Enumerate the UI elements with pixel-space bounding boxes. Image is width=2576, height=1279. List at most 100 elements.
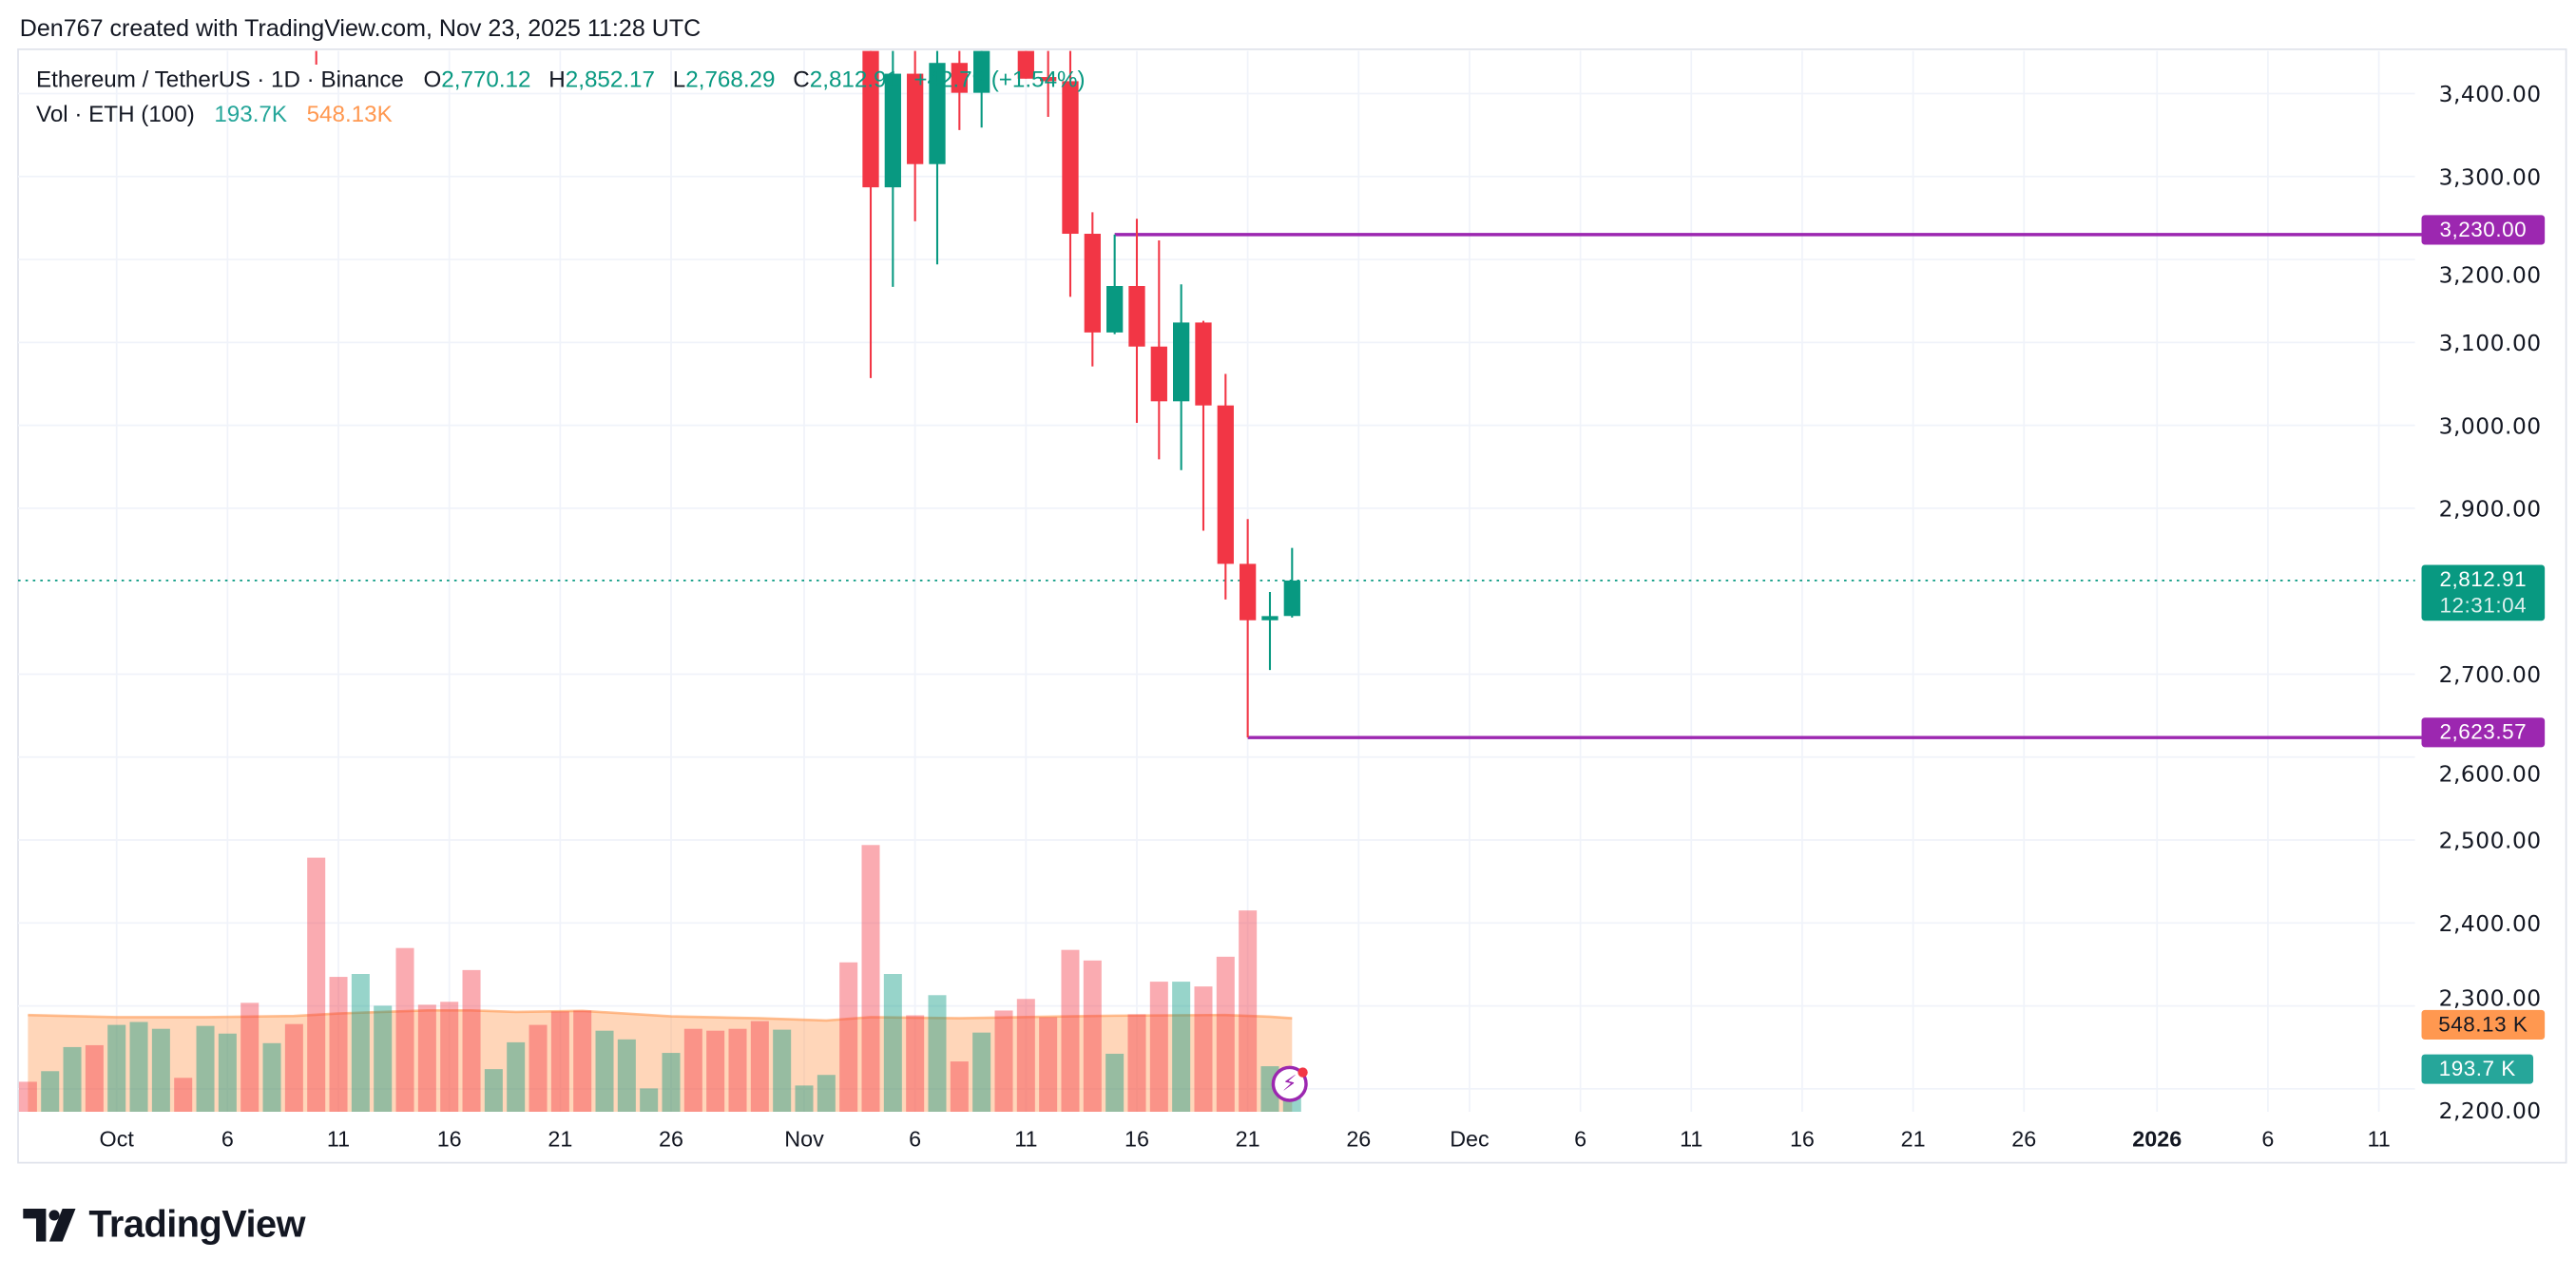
low-label: L [672, 66, 686, 92]
bar-countdown: 12:31:04 [2439, 592, 2528, 618]
brand-name: TradingView [88, 1202, 306, 1246]
price-axis-label: 2,300.00 [2439, 985, 2542, 1012]
candle [862, 50, 879, 378]
time-axis-label: 11 [1680, 1126, 1702, 1151]
candle [1195, 320, 1212, 531]
time-axis-label: 6 [909, 1126, 921, 1151]
candle [1283, 547, 1300, 618]
close-value: 2,812.91 [809, 66, 899, 92]
candle-body [1283, 580, 1300, 617]
candle [884, 50, 901, 287]
symbol-title[interactable]: Ethereum / TetherUS · 1D · Binance [36, 66, 404, 92]
volume-bar [417, 1004, 436, 1113]
volume-bar [440, 1002, 459, 1113]
price-axis[interactable]: 3,400.00 3,300.00 3,200.00 3,100.00 3,000.00… [2439, 81, 2542, 1124]
time-axis-label: Nov [784, 1126, 824, 1151]
volume-ma-value: 548.13K [306, 100, 393, 127]
price-axis-label: 2,200.00 [2439, 1098, 2542, 1124]
volume-badge: 193.7 K [2421, 1054, 2534, 1084]
candle-body [1128, 286, 1145, 347]
candle-body [1040, 77, 1057, 82]
volume-ma-line [28, 1008, 1293, 1022]
volume-bar [728, 1028, 747, 1113]
volume-bar [1239, 910, 1258, 1113]
volume-bar [151, 1028, 170, 1113]
price-axis-label: 2,500.00 [2439, 828, 2542, 854]
candle [1173, 284, 1190, 470]
time-axis-label: 16 [437, 1126, 462, 1151]
candle [1062, 50, 1079, 297]
volume-bar [595, 1030, 614, 1113]
candle-body [1150, 346, 1167, 402]
time-axis-label: Oct [100, 1126, 135, 1151]
chart-frame [17, 48, 2567, 1164]
volume-bar [706, 1030, 725, 1113]
candle [973, 50, 990, 128]
volume-bar [1194, 986, 1213, 1113]
price-axis-label: 2,700.00 [2439, 661, 2542, 688]
price-axis-label: 3,000.00 [2439, 412, 2542, 439]
volume-indicator-title[interactable]: Vol · ETH (100) [36, 100, 195, 127]
footer-logo: TradingView [23, 1202, 306, 1247]
price-axis-label: 3,300.00 [2439, 163, 2542, 190]
time-axis-label: 26 [2011, 1126, 2036, 1151]
last-price: 2,812.91 [2439, 566, 2528, 592]
candle-body [1062, 81, 1079, 235]
candle-body [1195, 322, 1212, 406]
time-axis-label: 6 [221, 1126, 234, 1151]
candle-body [1084, 234, 1101, 333]
volume-bar [41, 1071, 60, 1113]
time-axis-label: 11 [1014, 1126, 1037, 1151]
volume-bar [1016, 999, 1035, 1113]
candle-body [1217, 405, 1234, 564]
time-axis-label: 21 [1901, 1126, 1926, 1151]
change-value: +42.79 (+1.54%) [913, 66, 1086, 92]
time-axis-label: 16 [1125, 1126, 1149, 1151]
high-label: H [548, 66, 566, 92]
time-axis-label: 26 [1346, 1126, 1371, 1151]
volume-bar [129, 1021, 148, 1113]
level-lines [18, 233, 2422, 739]
volume-bar [750, 1021, 769, 1113]
open-label: O [423, 66, 442, 92]
volume-ma-area [28, 1010, 1293, 1113]
volume-bar [529, 1024, 548, 1113]
price-axis-label: 3,200.00 [2439, 261, 2542, 288]
candle-body [1173, 322, 1190, 402]
volume-bar [861, 845, 880, 1113]
time-axis[interactable]: Oct 6 11 16 21 26 Nov 6 11 16 21 26 Dec 6 11 16 21 26 2026… [100, 1126, 2391, 1151]
low-value: 2,768.29 [685, 66, 776, 92]
candle [951, 50, 968, 130]
volume-bar [107, 1024, 126, 1113]
candle [1240, 519, 1257, 738]
close-label: C [793, 66, 810, 92]
volume-pane [18, 845, 1301, 1113]
volume-bar [284, 1023, 303, 1113]
volume-bar [773, 1029, 792, 1113]
volume-bar [640, 1088, 659, 1113]
candle [1217, 373, 1234, 600]
time-axis-label: 11 [2367, 1126, 2390, 1151]
candle-body [951, 63, 968, 93]
volume-bar [262, 1042, 281, 1113]
volume-bar [550, 1011, 569, 1113]
open-value: 2,770.12 [441, 66, 531, 92]
volume-value: 193.7K [214, 100, 288, 127]
volume-bar [1149, 982, 1168, 1113]
volume-bar [883, 974, 902, 1113]
candle-body [907, 73, 924, 164]
volume-bar [573, 1010, 592, 1113]
price-axis-label: 3,400.00 [2439, 81, 2542, 107]
candle [1040, 50, 1057, 117]
notification-dot [1298, 1067, 1308, 1078]
price-axis-label: 2,900.00 [2439, 496, 2542, 523]
candle [1150, 239, 1167, 460]
volume-bar [63, 1046, 82, 1113]
volume-bar [683, 1028, 702, 1113]
lightning-icon[interactable]: ⚡︎ [1271, 1065, 1308, 1102]
time-axis-label: 2026 [2132, 1126, 2182, 1151]
volume-bar [374, 1005, 393, 1113]
volume-bar [218, 1033, 237, 1113]
